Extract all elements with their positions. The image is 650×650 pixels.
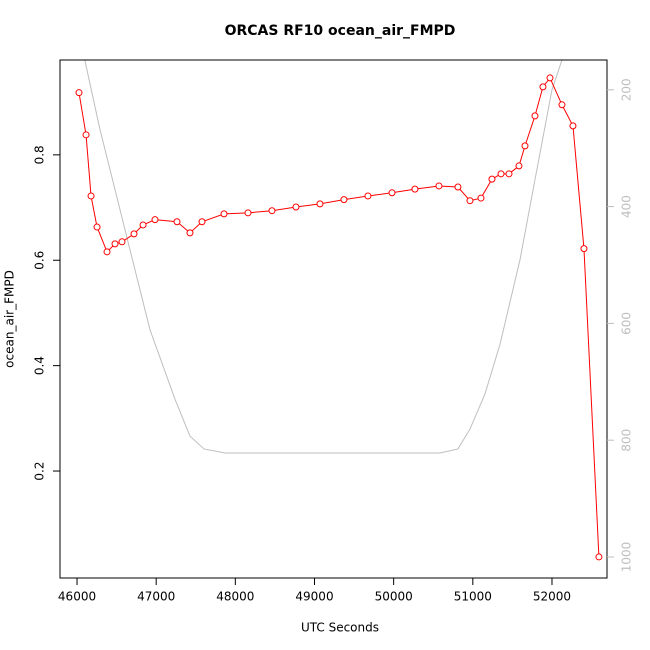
- data-point: [580, 245, 588, 253]
- data-point: [521, 142, 529, 150]
- plot-area: [75, 60, 603, 561]
- x-axis-label: UTC Seconds: [301, 621, 379, 635]
- y-tick-label: 0.8: [33, 145, 47, 164]
- data-point: [488, 175, 496, 183]
- data-point: [173, 218, 181, 226]
- data-point: [198, 218, 206, 226]
- data-point: [546, 74, 554, 82]
- data-point: [454, 183, 462, 191]
- data-point: [103, 248, 111, 256]
- data-point: [497, 170, 505, 178]
- data-point: [340, 196, 348, 204]
- y-tick-label: 0.4: [33, 356, 47, 375]
- data-point: [569, 122, 577, 130]
- data-point: [466, 197, 474, 205]
- data-point: [558, 101, 566, 109]
- x-tick-label: 48000: [216, 590, 254, 604]
- y-tick-label: 0.2: [33, 461, 47, 480]
- y2-tick-label: 600: [620, 312, 634, 335]
- x-tick-label: 47000: [137, 590, 175, 604]
- x-tick-label: 52000: [533, 590, 571, 604]
- data-point: [111, 240, 119, 248]
- data-point: [316, 200, 324, 208]
- data-point: [515, 162, 523, 170]
- data-point: [268, 207, 276, 215]
- y-tick-label: 0.6: [33, 251, 47, 270]
- data-point: [292, 203, 300, 211]
- y2-tick-label: 400: [620, 195, 634, 218]
- data-point: [93, 223, 101, 231]
- data-point: [130, 230, 138, 238]
- data-point: [87, 192, 95, 200]
- data-point: [118, 238, 126, 246]
- data-point: [186, 229, 194, 237]
- x-tick-label: 49000: [295, 590, 333, 604]
- data-point: [139, 221, 147, 229]
- data-point: [477, 194, 485, 202]
- data-point: [220, 210, 228, 218]
- x-tick-label: 50000: [375, 590, 413, 604]
- data-point: [364, 192, 372, 200]
- x-tick-label: 46000: [58, 590, 96, 604]
- data-point: [151, 216, 159, 224]
- data-point: [82, 131, 90, 139]
- data-point: [75, 89, 83, 97]
- data-point: [505, 170, 513, 178]
- y2-tick-label: 200: [620, 78, 634, 101]
- data-point: [435, 182, 443, 190]
- y2-tick-label: 800: [620, 429, 634, 452]
- chart-title: ORCAS RF10 ocean_air_FMPD: [225, 23, 456, 39]
- data-point: [388, 189, 396, 197]
- y2-tick-label: 1000: [620, 542, 634, 573]
- y-axis-label: ocean_air_FMPD: [3, 270, 17, 368]
- data-point: [411, 185, 419, 193]
- data-point: [595, 553, 603, 561]
- pressure-line: [84, 60, 563, 454]
- x-tick-label: 51000: [454, 590, 492, 604]
- data-point: [531, 112, 539, 120]
- data-point: [539, 83, 547, 91]
- data-point: [244, 209, 252, 217]
